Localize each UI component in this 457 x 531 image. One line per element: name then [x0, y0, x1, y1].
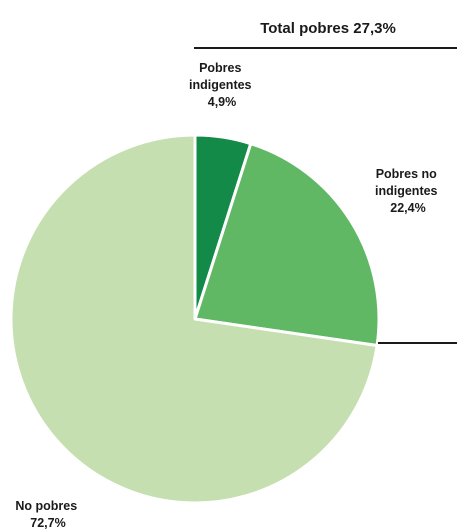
slice-value-pobres-no-indigentes: 22,4%	[390, 201, 425, 215]
pie-slice-pobres-no-indigentes	[193, 142, 381, 347]
slice-label-pobres-indigentes: Pobres indigentes 4,9%	[189, 61, 255, 109]
pie-slice-no-pobres	[9, 133, 379, 505]
chart-title: Total pobres 27,3%	[260, 20, 396, 37]
slice-label-no-pobres: No pobres 72,7%	[15, 499, 80, 530]
slice-label-pobres-no-indigentes: Pobres no indigentes 22,4%	[375, 167, 441, 215]
pie-slices	[9, 133, 381, 505]
slice-value-no-pobres: 72,7%	[30, 516, 65, 530]
slice-value-pobres-indigentes: 4,9%	[208, 95, 237, 109]
